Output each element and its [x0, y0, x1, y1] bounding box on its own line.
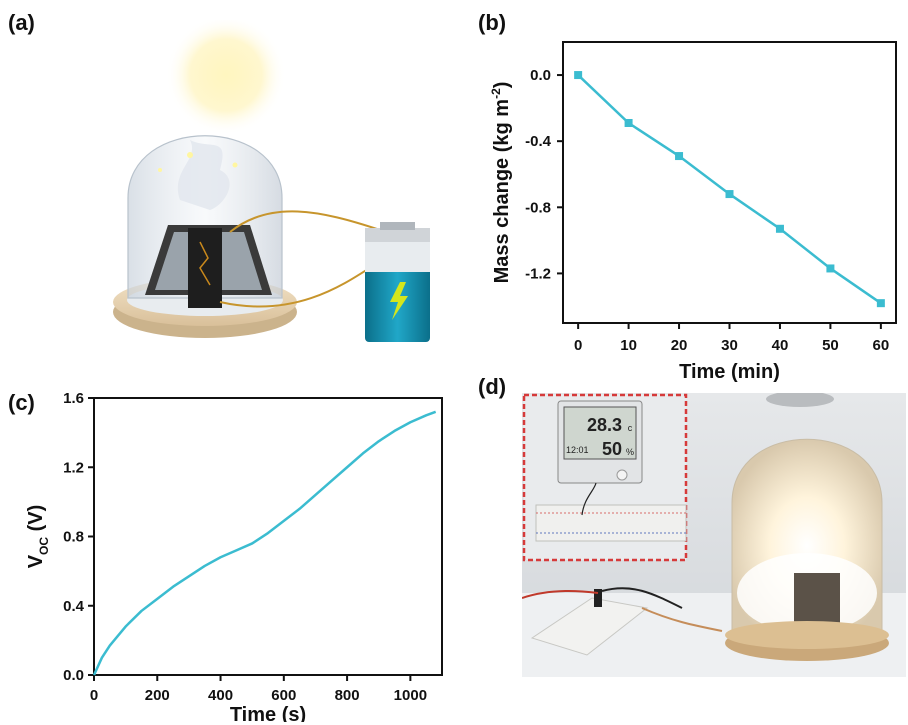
breadboard	[530, 597, 649, 656]
x-tick-label: 20	[671, 337, 688, 354]
series-line	[577, 74, 882, 305]
x-tick-label: 10	[620, 337, 637, 354]
panel-label-d: (d)	[478, 374, 507, 399]
series-line	[92, 410, 437, 676]
y-axis-label: Mass change (kg m-2)	[489, 82, 513, 284]
x-tick-label: 200	[145, 687, 170, 704]
thermo-temp-unit: c	[628, 423, 633, 433]
thermo-time: 12:01	[566, 445, 589, 455]
y-tick-label: -1.2	[525, 265, 551, 282]
y-axis-label: VOC (V)	[25, 505, 51, 569]
x-axis-label: Time (min)	[679, 361, 780, 383]
x-tick-label: 600	[271, 687, 296, 704]
x-tick-label: 60	[873, 337, 890, 354]
data-point	[826, 264, 835, 273]
x-axis-label: Time (s)	[230, 704, 306, 722]
sun-icon	[166, 20, 286, 135]
x-tick-label: 0	[90, 687, 98, 704]
y-tick-label: 0.8	[63, 529, 84, 546]
y-tick-label: 1.6	[63, 392, 84, 407]
plot-frame	[562, 41, 897, 324]
thermo-humidity-unit: %	[626, 447, 634, 457]
plot-frame	[93, 397, 443, 676]
y-tick-label: 1.2	[63, 459, 84, 476]
x-tick-label: 800	[335, 687, 360, 704]
experiment-photo: 28.3 c 12:01 50 %	[522, 393, 906, 677]
x-tick-label: 30	[721, 337, 738, 354]
panel-label-a: (a)	[8, 10, 35, 35]
x-tick-label: 50	[822, 337, 839, 354]
wire	[229, 210, 381, 233]
x-tick-label: 0	[574, 337, 582, 354]
voc-chart: 0 200 400 600 800 1000 0.0 0.4 0.8 1.2 1.6 Time (s)…	[25, 392, 443, 722]
inset-breadboard	[535, 504, 687, 542]
schematic-illustration	[113, 20, 430, 342]
y-tick-label: -0.4	[525, 133, 552, 150]
y-tick-label: -0.8	[525, 199, 551, 216]
data-point	[675, 152, 684, 161]
lamp	[766, 393, 834, 407]
data-point	[574, 71, 583, 80]
y-tick-label: 0.4	[63, 598, 85, 615]
panel-label-c: (c)	[8, 390, 35, 415]
x-tick-label: 1000	[394, 687, 427, 704]
data-point	[624, 118, 633, 127]
data-point	[876, 299, 885, 308]
panel-label-b: (b)	[478, 10, 507, 35]
mass-change-chart: 0 10 20 30 40 50 60 0.0 -0.4 -0.8 -1.2 Time (min) Ma…	[489, 41, 897, 383]
battery-icon	[365, 222, 430, 342]
thermo-temp: 28.3	[587, 415, 622, 435]
x-tick-label: 40	[772, 337, 789, 354]
y-tick-label: 0.0	[63, 667, 84, 684]
thermo-humidity: 50	[602, 439, 622, 459]
data-point	[775, 224, 784, 233]
y-tick-label: 0.0	[530, 67, 551, 84]
x-tick-label: 400	[208, 687, 233, 704]
data-point	[725, 190, 734, 199]
